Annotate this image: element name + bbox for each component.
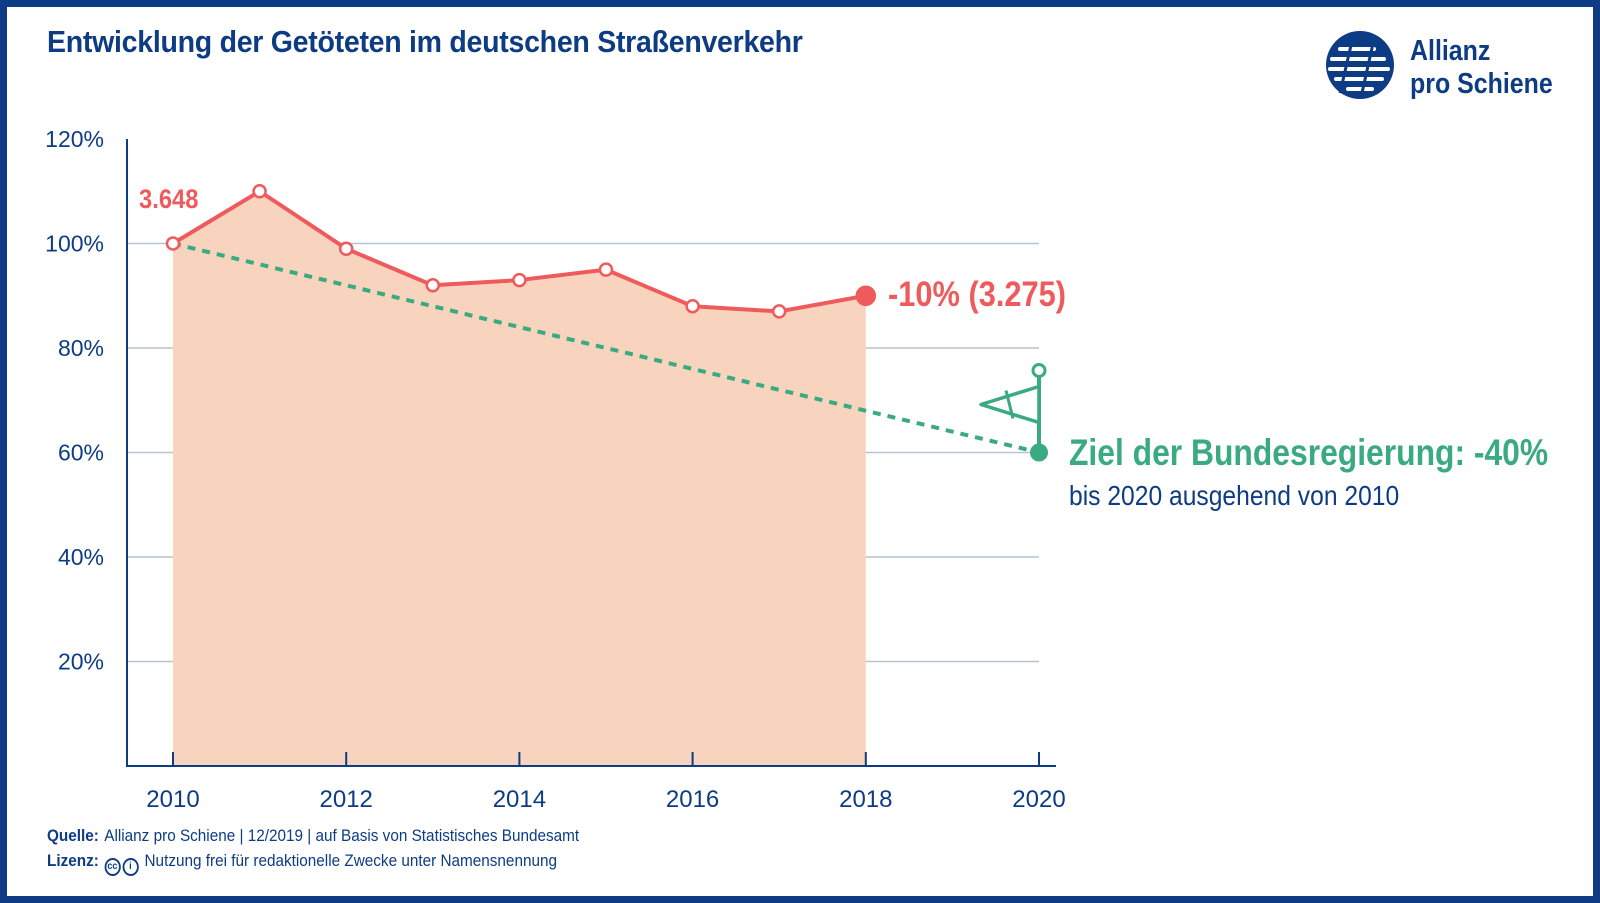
source-label: Quelle: [47, 826, 99, 845]
axes [126, 139, 1056, 767]
y-tick-label: 80% [58, 335, 104, 361]
data-point [598, 262, 614, 277]
area-fill [173, 191, 866, 766]
footer-license: Lizenz: cc i Nutzung frei für redaktionell… [47, 851, 557, 876]
data-points [165, 184, 1048, 462]
logo-text: Allianz pro Schiene [1410, 35, 1553, 101]
allianz-pro-schiene-logo-icon [1326, 31, 1394, 99]
x-tick-label: 2020 [1012, 786, 1065, 813]
logo-line-1: Allianz [1410, 35, 1491, 67]
data-point [252, 184, 267, 199]
flag-icon [979, 363, 1047, 453]
flag-fold [1004, 390, 1015, 419]
license-label: Lizenz: [47, 851, 99, 870]
data-point [512, 272, 527, 288]
start-value-label: 3.648 [139, 184, 199, 214]
creative-commons-icon: cc [104, 858, 121, 876]
y-tick-label: 120% [45, 126, 104, 152]
license-text: Nutzung frei für redaktionelle Zwecke un… [144, 851, 557, 870]
target-trend-line [172, 241, 1040, 455]
goal-annotation: Ziel der Bundesregierung: -40% bis 2020 … [1069, 432, 1600, 512]
data-point [425, 278, 441, 293]
x-tick-labels: 2010 2012 2014 2016 2018 2020 [146, 786, 1065, 813]
x-tick-label: 2010 [146, 786, 199, 813]
data-point [685, 298, 700, 314]
end-value-label: -10% (3.275) [888, 275, 1067, 314]
y-tick-label: 60% [58, 440, 104, 466]
y-tick-labels: 20% 40% 60% 80% 100% 120% [45, 126, 104, 675]
logo-line-2: pro Schiene [1410, 68, 1553, 100]
data-point [165, 236, 181, 251]
y-tick-label: 40% [58, 544, 104, 570]
data-point [338, 241, 354, 256]
footer-source: Quelle: Allianz pro Schiene | 12/2019 | a… [47, 826, 579, 846]
flag-top [1031, 363, 1047, 378]
x-tick-label: 2014 [493, 786, 546, 813]
data-point [855, 285, 877, 306]
y-tick-label: 100% [45, 231, 104, 257]
goal-subtitle: bis 2020 ausgehend von 2010 [1069, 480, 1400, 511]
x-tick-label: 2012 [320, 786, 373, 813]
logo: Allianz pro Schiene [1322, 27, 1572, 107]
data-point [771, 304, 787, 319]
x-tick-label: 2016 [666, 786, 719, 813]
x-tick-label: 2018 [839, 786, 892, 813]
chart-title: Entwicklung der Getöteten im deutschen S… [47, 24, 803, 59]
y-tick-label: 20% [58, 649, 104, 675]
attribution-icon: i [122, 858, 139, 876]
source-text: Allianz pro Schiene | 12/2019 | auf Basi… [104, 826, 580, 845]
goal-title: Ziel der Bundesregierung: -40% [1069, 432, 1549, 473]
